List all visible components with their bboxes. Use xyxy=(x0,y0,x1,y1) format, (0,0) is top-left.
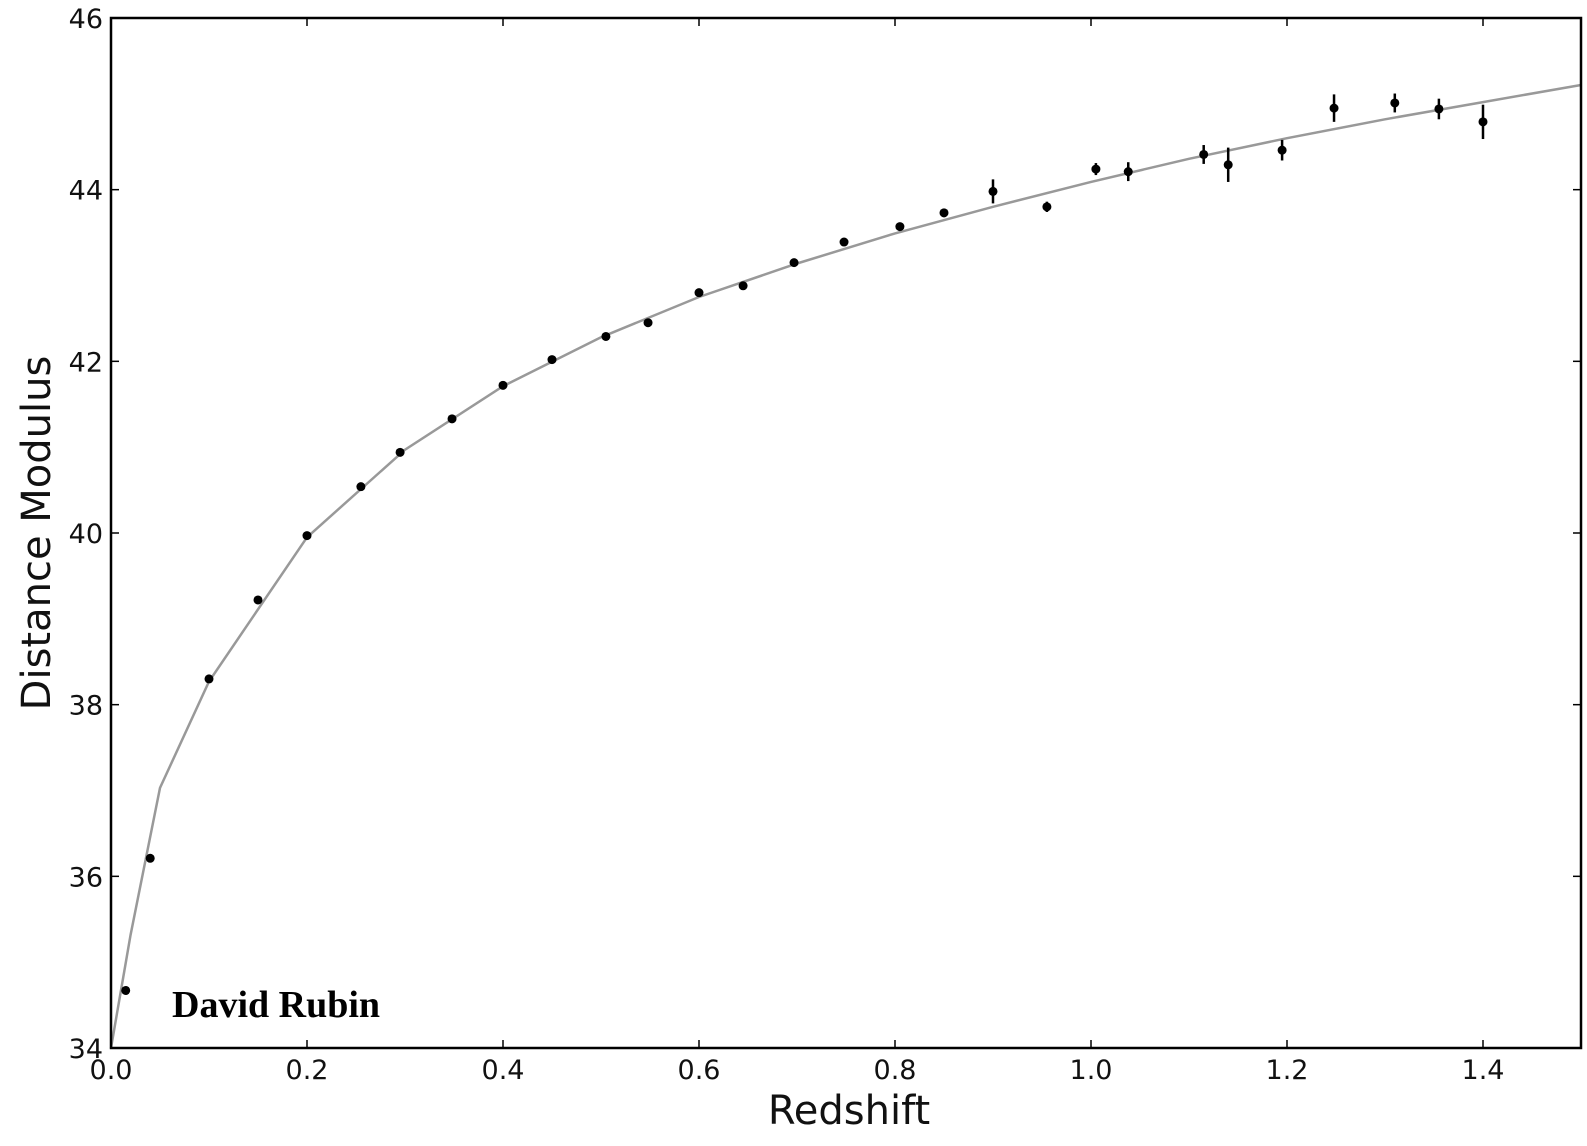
x-tick-label: 0.6 xyxy=(678,1055,721,1086)
data-point xyxy=(1478,104,1488,140)
y-tick-label: 46 xyxy=(69,4,103,35)
point-marker xyxy=(1434,104,1444,114)
point-marker xyxy=(1277,145,1287,155)
data-point xyxy=(1434,98,1444,120)
point-marker xyxy=(547,355,557,365)
data-point xyxy=(302,531,312,541)
y-tick-label: 38 xyxy=(69,691,103,722)
point-marker xyxy=(643,318,653,328)
data-point xyxy=(694,288,704,298)
x-tick-label: 1.0 xyxy=(1070,1055,1113,1086)
x-tick-label: 0.4 xyxy=(482,1055,525,1086)
y-tick-label: 42 xyxy=(69,347,103,378)
data-point xyxy=(789,258,799,268)
data-point xyxy=(895,222,905,232)
data-point xyxy=(1042,201,1052,212)
y-tick-label: 36 xyxy=(69,862,103,893)
point-marker xyxy=(253,595,263,605)
y-axis-label: Distance Modulus xyxy=(14,356,60,711)
point-marker xyxy=(789,258,799,268)
x-tick-label: 1.4 xyxy=(1462,1055,1505,1086)
data-point xyxy=(121,985,131,995)
point-marker xyxy=(1329,103,1339,113)
y-tick-label: 40 xyxy=(69,519,103,550)
point-marker xyxy=(498,380,508,390)
point-marker xyxy=(1390,98,1400,108)
point-marker xyxy=(895,222,905,232)
point-marker xyxy=(1199,149,1209,159)
data-point xyxy=(395,447,405,457)
data-point xyxy=(939,208,949,218)
data-point xyxy=(738,281,748,291)
x-tick-label: 0.0 xyxy=(90,1055,133,1086)
x-axis-label: Redshift xyxy=(768,1088,930,1134)
point-marker xyxy=(1223,160,1233,170)
model-curve-line xyxy=(109,83,1582,1049)
data-point xyxy=(1123,162,1133,182)
point-marker xyxy=(204,674,214,684)
point-marker xyxy=(1042,202,1052,212)
point-marker xyxy=(1123,167,1133,177)
data-point xyxy=(643,318,653,328)
data-point xyxy=(1199,145,1209,164)
data-point xyxy=(447,414,457,424)
data-point xyxy=(253,595,263,605)
point-marker xyxy=(601,331,611,341)
point-marker xyxy=(395,447,405,457)
x-tick-label: 0.2 xyxy=(286,1055,329,1086)
data-point xyxy=(1329,94,1339,122)
data-points xyxy=(121,93,1488,995)
data-point xyxy=(1223,147,1233,182)
point-marker xyxy=(939,208,949,218)
y-tick-label: 44 xyxy=(69,176,103,207)
data-point xyxy=(988,179,998,204)
data-point xyxy=(1390,93,1400,113)
point-marker xyxy=(1478,117,1488,127)
x-tick-label: 1.2 xyxy=(1266,1055,1309,1086)
point-marker xyxy=(694,288,704,298)
data-point xyxy=(145,853,155,863)
data-point xyxy=(839,237,849,247)
point-marker xyxy=(738,281,748,291)
x-tick-label: 0.8 xyxy=(874,1055,917,1086)
model-curve xyxy=(109,83,1582,1049)
data-point xyxy=(356,482,366,492)
data-point xyxy=(547,355,557,365)
plot-frame xyxy=(109,16,1583,1050)
point-marker xyxy=(302,531,312,541)
data-point xyxy=(1091,163,1101,176)
y-tick-label: 34 xyxy=(69,1034,103,1065)
data-point xyxy=(204,674,214,684)
data-point xyxy=(1277,139,1287,161)
point-marker xyxy=(356,482,366,492)
point-marker xyxy=(839,237,849,247)
x-axis-ticks: 0.0 0.2 0.4 0.6 0.8 1.0 1.2 1.4 xyxy=(90,18,1505,1086)
point-marker xyxy=(121,985,131,995)
point-marker xyxy=(145,853,155,863)
y-axis-ticks: 34 36 38 40 42 44 46 xyxy=(69,4,1581,1065)
point-marker xyxy=(988,186,998,196)
data-point xyxy=(601,331,611,341)
point-marker xyxy=(447,414,457,424)
point-marker xyxy=(1091,164,1101,174)
author-credit: David Rubin xyxy=(172,984,380,1026)
data-point xyxy=(498,380,508,390)
